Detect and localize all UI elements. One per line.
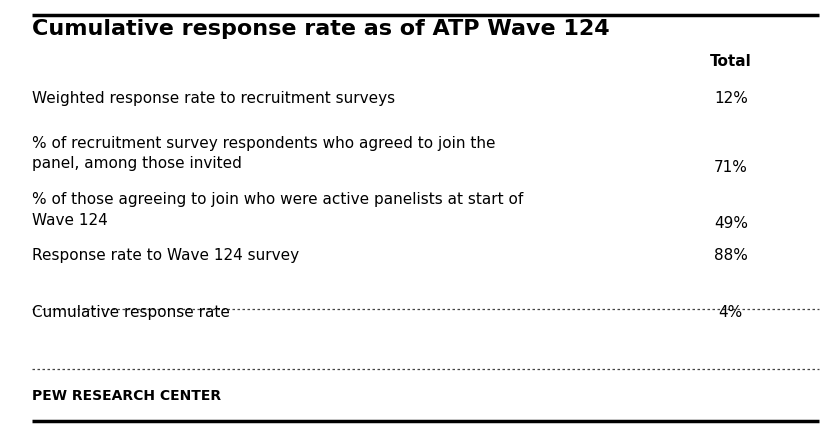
Text: 88%: 88% [714, 248, 748, 264]
Text: 12%: 12% [714, 91, 748, 106]
Text: % of recruitment survey respondents who agreed to join the
panel, among those in: % of recruitment survey respondents who … [32, 136, 496, 172]
Text: 49%: 49% [714, 216, 748, 231]
Text: Total: Total [710, 54, 752, 69]
Text: Cumulative response rate: Cumulative response rate [32, 305, 230, 320]
Text: Response rate to Wave 124 survey: Response rate to Wave 124 survey [32, 248, 299, 264]
Text: 4%: 4% [719, 305, 743, 320]
Text: PEW RESEARCH CENTER: PEW RESEARCH CENTER [32, 389, 221, 403]
Text: Weighted response rate to recruitment surveys: Weighted response rate to recruitment su… [32, 91, 395, 106]
Text: 71%: 71% [714, 160, 748, 175]
Text: % of those agreeing to join who were active panelists at start of
Wave 124: % of those agreeing to join who were act… [32, 192, 523, 228]
Text: Cumulative response rate as of ATP Wave 124: Cumulative response rate as of ATP Wave … [32, 19, 610, 39]
